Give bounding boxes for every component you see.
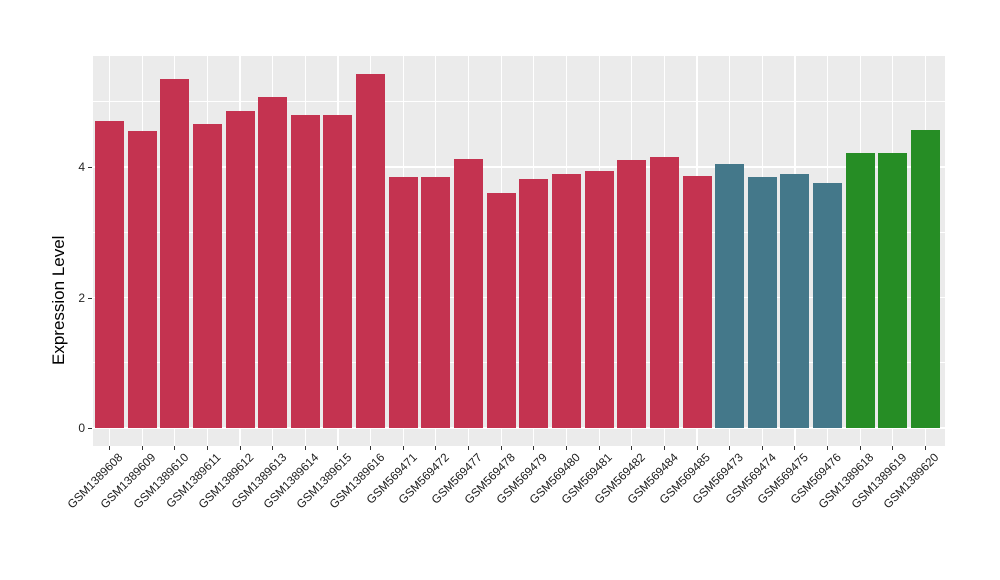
x-axis-tick-mark (794, 446, 796, 450)
x-axis-tick-mark (109, 446, 110, 450)
gridline-horizontal-minor (93, 231, 945, 233)
x-axis-tick-mark (337, 446, 339, 450)
x-axis-tick-label: GSM1389608 (65, 451, 126, 512)
x-axis-tick-mark (206, 446, 208, 450)
y-axis-tick-label: 4 (78, 160, 85, 174)
gridline-horizontal-minor (93, 362, 945, 364)
y-axis-tick-mark (88, 167, 92, 168)
bar (584, 170, 614, 428)
bar (617, 159, 647, 428)
gridline-horizontal-major (93, 427, 945, 429)
x-axis-tick-mark (892, 446, 894, 450)
bar (454, 158, 484, 428)
x-axis-tick-mark (370, 446, 372, 450)
x-axis-tick-mark (859, 446, 861, 450)
x-axis-tick-mark (631, 446, 633, 450)
bar (95, 120, 124, 428)
x-axis-tick-mark (174, 446, 176, 450)
bar (290, 115, 320, 428)
x-axis-tick-mark (925, 446, 926, 450)
y-axis-tick-mark (88, 428, 92, 429)
bar (192, 123, 222, 428)
bar (780, 173, 810, 428)
x-axis-tick-mark (402, 446, 404, 450)
bar (715, 164, 745, 428)
x-axis-tick-mark (272, 446, 274, 450)
bar (323, 115, 353, 428)
bar (519, 179, 549, 428)
bar (388, 177, 418, 428)
bar (747, 177, 777, 428)
x-axis-tick-mark (435, 446, 437, 450)
gridline-horizontal-minor (93, 101, 945, 103)
y-axis-tick-mark (88, 297, 92, 299)
gridline-horizontal-major (93, 166, 945, 168)
x-axis-tick-mark (500, 446, 502, 450)
bar (356, 73, 386, 428)
bar (225, 110, 255, 428)
y-axis-tick-label: 2 (78, 290, 85, 305)
x-axis-tick-mark (565, 446, 567, 450)
x-axis-tick-mark (304, 446, 306, 450)
bar (551, 173, 581, 428)
bar (649, 157, 679, 428)
x-axis-tick-mark (696, 446, 698, 450)
bar (421, 177, 451, 428)
bar (911, 129, 940, 428)
bar (878, 152, 908, 428)
x-axis-tick-mark (141, 446, 143, 450)
x-axis-tick-mark (533, 446, 535, 450)
bar (160, 78, 190, 428)
bar (486, 193, 516, 428)
bar (813, 183, 843, 428)
x-axis-tick-mark (239, 446, 241, 450)
x-axis-tick-mark (598, 446, 600, 450)
bar (682, 176, 712, 428)
x-axis-tick-mark (827, 446, 829, 450)
bar (127, 131, 157, 428)
plot-panel (93, 56, 945, 446)
x-axis-tick-mark (663, 446, 665, 450)
y-axis-tick-label: 0 (78, 421, 85, 435)
bar (258, 97, 288, 428)
gridline-horizontal-major (93, 296, 945, 299)
x-axis-tick-mark (761, 446, 763, 450)
x-axis-tick-mark (729, 446, 731, 450)
x-axis-tick-mark (468, 446, 470, 450)
bar (845, 152, 875, 428)
